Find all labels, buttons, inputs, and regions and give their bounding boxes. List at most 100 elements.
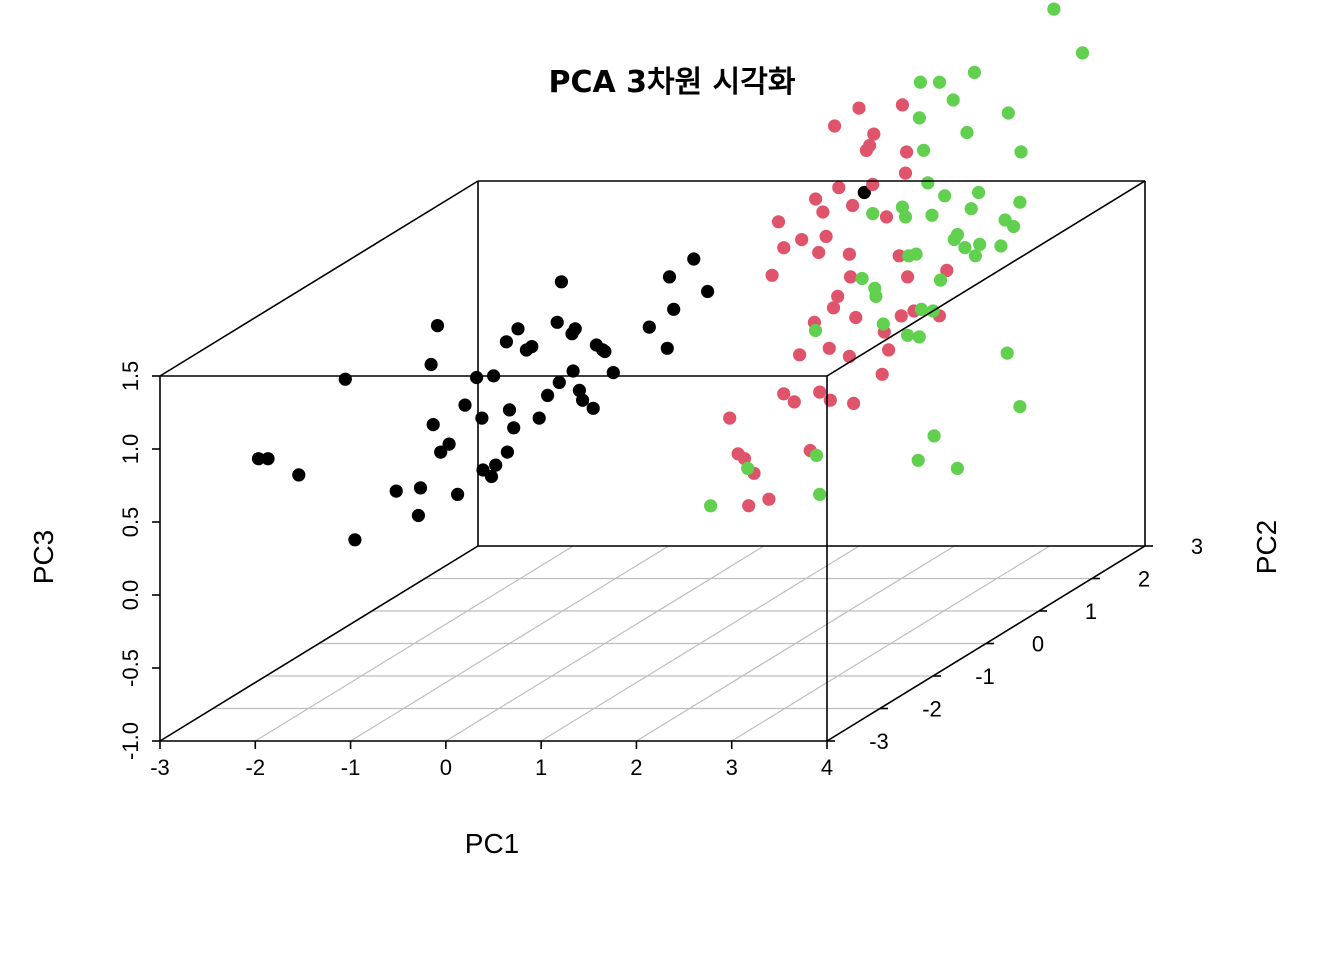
data-point-series-3	[808, 323, 823, 338]
data-point-series-2	[892, 249, 906, 263]
x-tick-label: 1	[535, 755, 547, 780]
data-point-series-1	[576, 393, 590, 407]
data-point-series-1	[566, 364, 580, 378]
data-point-series-1	[251, 452, 266, 466]
data-point-series-1	[389, 484, 403, 498]
data-point-series-3	[973, 237, 987, 251]
data-point-series-1	[424, 357, 438, 372]
data-point-series-3	[972, 185, 986, 200]
data-point-series-2	[849, 310, 863, 325]
y-tick-label: -2	[922, 697, 942, 722]
data-point-series-3	[921, 176, 935, 190]
data-point-series-3	[876, 317, 890, 331]
data-point-series-1	[565, 327, 579, 341]
data-point-series-3	[925, 208, 939, 222]
data-point-series-2	[742, 499, 756, 513]
data-point-series-1	[451, 487, 465, 501]
data-point-series-1	[532, 411, 546, 425]
y-tick-label: 1	[1085, 599, 1097, 624]
data-point-series-1	[411, 508, 425, 523]
data-points	[251, 2, 1090, 547]
axis-ticks: -3 -2 -1 0 1 2 3 4 -1.0 -0.5 0.0 0.5 1.0 1.5 -3 -2 -1 0 1 2…	[118, 361, 1203, 780]
data-point-series-3	[855, 271, 869, 286]
data-point-series-3	[994, 239, 1008, 253]
x-tick-label: 2	[630, 755, 642, 780]
data-point-series-1	[442, 437, 456, 451]
data-point-series-2	[822, 341, 836, 355]
box-edge	[159, 180, 479, 377]
data-point-series-2	[823, 393, 837, 407]
data-point-series-2	[832, 181, 846, 195]
data-point-series-2	[895, 98, 910, 112]
data-point-series-2	[940, 263, 954, 277]
x-tick-label: 0	[440, 755, 452, 780]
y-tick-label: -1	[975, 664, 995, 689]
data-point-series-2	[831, 289, 845, 303]
data-point-series-2	[866, 177, 880, 191]
z-tick-label: -0.5	[118, 649, 143, 687]
data-point-series-1	[606, 366, 620, 380]
data-point-series-3	[912, 330, 926, 344]
data-point-series-1	[292, 468, 306, 482]
data-point-series-2	[731, 447, 745, 461]
data-point-series-3	[813, 487, 827, 501]
y-tick-label: 0	[1032, 632, 1044, 657]
data-point-series-1	[642, 320, 656, 334]
data-point-series-1	[458, 398, 472, 412]
data-point-series-3	[901, 328, 915, 342]
data-point-series-1	[430, 319, 445, 333]
data-point-series-2	[787, 395, 801, 409]
y-axis-label: PC2	[1251, 520, 1282, 574]
data-point-series-2	[765, 268, 779, 282]
data-point-series-3	[902, 249, 916, 263]
data-point-series-1	[662, 270, 677, 284]
x-tick-label: -2	[246, 755, 266, 780]
data-point-series-2	[842, 349, 857, 363]
data-point-series-3	[917, 143, 931, 157]
data-point-series-1	[586, 401, 600, 415]
box-back-edges	[159, 181, 1145, 742]
data-point-series-3	[869, 289, 883, 303]
x-tick-label: -1	[341, 755, 361, 780]
data-point-series-3	[1047, 2, 1061, 16]
data-point-series-3	[1075, 46, 1090, 60]
data-point-series-2	[900, 145, 914, 159]
x-tick-label: -3	[150, 755, 170, 780]
data-point-series-3	[960, 125, 974, 140]
data-point-series-2	[793, 348, 807, 362]
data-point-series-3	[938, 189, 952, 203]
box-front-edges	[159, 180, 1146, 742]
data-point-series-3	[933, 273, 948, 287]
data-point-series-1	[857, 185, 871, 200]
data-point-series-2	[859, 143, 874, 157]
box-edge	[159, 545, 479, 742]
z-tick-label: 1.5	[118, 361, 143, 392]
data-point-series-3	[1014, 145, 1028, 159]
x-tick-label: 4	[821, 755, 833, 780]
data-point-series-3	[704, 499, 718, 513]
data-point-series-2	[809, 192, 823, 206]
data-point-series-1	[484, 469, 499, 484]
data-point-series-2	[723, 411, 737, 425]
data-point-series-1	[413, 481, 428, 495]
data-point-series-3	[964, 202, 978, 216]
data-point-series-2	[777, 387, 791, 401]
data-point-series-1	[348, 533, 362, 547]
data-point-series-1	[502, 403, 517, 417]
data-point-series-3	[932, 75, 947, 89]
box-edge	[826, 180, 1146, 377]
data-point-series-1	[552, 375, 566, 389]
data-point-series-2	[762, 492, 776, 506]
data-point-series-1	[489, 458, 503, 472]
data-point-series-1	[701, 284, 715, 299]
data-point-series-1	[687, 252, 701, 266]
data-point-series-3	[947, 232, 961, 247]
data-point-series-2	[816, 205, 830, 219]
data-point-series-2	[842, 247, 857, 261]
data-point-series-3	[1000, 346, 1014, 360]
data-point-series-3	[1013, 400, 1027, 414]
data-point-series-3	[958, 241, 972, 255]
data-point-series-2	[894, 309, 908, 323]
data-point-series-2	[828, 119, 842, 133]
